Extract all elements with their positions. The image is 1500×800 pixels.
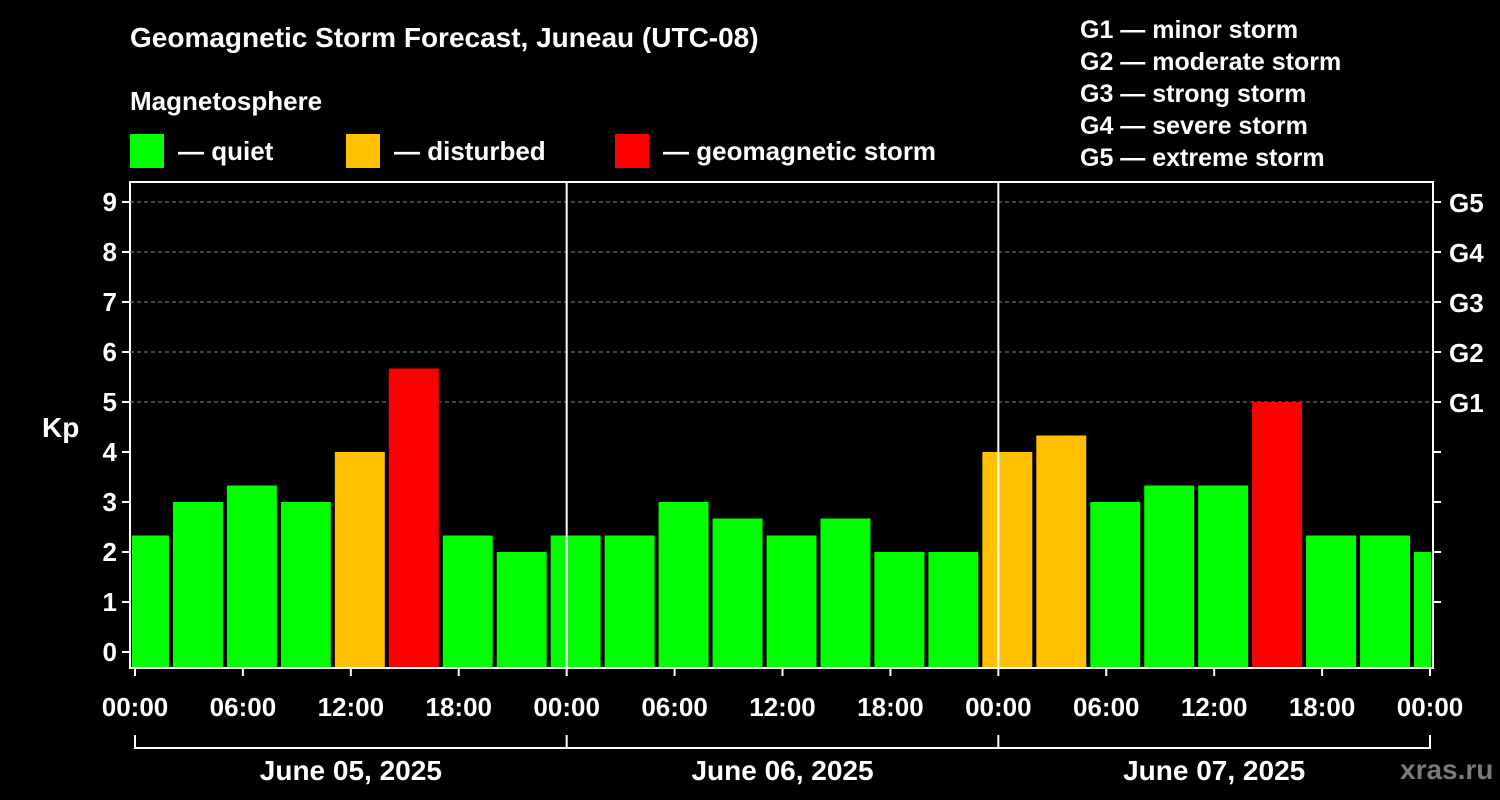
legend-swatch-storm <box>615 134 649 168</box>
y-tick-label: 2 <box>103 537 117 567</box>
kp-bar-13 <box>820 518 871 667</box>
kp-bar-7 <box>496 552 547 667</box>
storm-scale-g1: G1 — minor storm <box>1080 16 1299 44</box>
chart-title: Geomagnetic Storm Forecast, Juneau (UTC-… <box>130 22 759 53</box>
y-tick-label: 0 <box>103 637 117 667</box>
legend-swatch-quiet <box>130 134 164 168</box>
x-tick-label: 18:00 <box>857 692 924 722</box>
watermark: xras.ru <box>1400 754 1494 785</box>
y-tick-label: 8 <box>103 237 117 267</box>
g-scale-label-g5: G5 <box>1449 188 1484 218</box>
kp-bar-24 <box>1414 552 1431 667</box>
legend-label-storm: — geomagnetic storm <box>663 135 937 166</box>
legend-item-disturbed: — disturbed <box>346 134 546 168</box>
x-tick-label: 06:00 <box>641 692 708 722</box>
kp-bar-2 <box>226 485 277 667</box>
y-tick-label: 4 <box>103 437 118 467</box>
x-tick-label: 00:00 <box>533 692 600 722</box>
kp-bar-6 <box>442 535 493 667</box>
kp-bar-4 <box>334 452 385 667</box>
legend-item-storm: — geomagnetic storm <box>615 134 936 168</box>
kp-bar-19 <box>1144 485 1195 667</box>
kp-bar-1 <box>172 502 223 667</box>
legend-label-quiet: — quiet <box>178 135 274 166</box>
kp-bar-16 <box>982 452 1033 667</box>
kp-bar-17 <box>1036 435 1087 667</box>
kp-bar-5 <box>388 368 439 667</box>
legend-label-disturbed: — disturbed <box>394 135 546 166</box>
y-tick-label: 7 <box>103 287 117 317</box>
kp-bar-9 <box>604 535 655 667</box>
y-tick-label: 1 <box>103 587 117 617</box>
kp-bar-11 <box>712 518 763 667</box>
legend-swatch-disturbed <box>346 134 380 168</box>
g-scale-label-g4: G4 <box>1449 238 1484 268</box>
x-tick-label: 18:00 <box>1289 692 1356 722</box>
kp-bar-10 <box>658 502 709 667</box>
storm-scale-g4: G4 — severe storm <box>1080 112 1308 140</box>
kp-bar-15 <box>928 552 979 667</box>
x-tick-label: 12:00 <box>1181 692 1248 722</box>
kp-bar-21 <box>1252 402 1303 667</box>
x-tick-label: 00:00 <box>965 692 1032 722</box>
x-tick-label: 12:00 <box>749 692 816 722</box>
kp-bar-8 <box>550 535 601 667</box>
kp-bar-20 <box>1198 485 1249 667</box>
y-tick-label: 9 <box>103 187 117 217</box>
storm-scale-legend: G1 — minor storm G2 — moderate storm G3 … <box>1080 14 1341 174</box>
storm-scale-g3: G3 — strong storm <box>1080 80 1307 108</box>
legend-item-quiet: — quiet <box>130 134 273 168</box>
kp-bar-0 <box>132 535 169 667</box>
x-tick-label: 12:00 <box>318 692 385 722</box>
g-scale-label-g2: G2 <box>1449 338 1484 368</box>
x-tick-label: 18:00 <box>426 692 493 722</box>
legend-heading: Magnetosphere <box>130 86 323 116</box>
storm-scale-g2: G2 — moderate storm <box>1080 48 1342 76</box>
g-scale-label-g1: G1 <box>1449 388 1484 418</box>
day-label: June 06, 2025 <box>691 755 873 786</box>
x-tick-label: 06:00 <box>1073 692 1140 722</box>
x-tick-label: 06:00 <box>210 692 277 722</box>
y-tick-label: 6 <box>103 337 117 367</box>
day-label: June 05, 2025 <box>260 755 442 786</box>
y-axis-title: Kp <box>42 412 79 443</box>
g-scale-label-g3: G3 <box>1449 288 1484 318</box>
y-tick-label: 3 <box>103 487 117 517</box>
y-tick-label: 5 <box>103 387 117 417</box>
kp-bar-12 <box>766 535 817 667</box>
kp-bar-14 <box>874 552 925 667</box>
x-tick-label: 00:00 <box>1397 692 1464 722</box>
storm-scale-g5: G5 — extreme storm <box>1080 144 1325 172</box>
kp-bar-22 <box>1306 535 1357 667</box>
day-label: June 07, 2025 <box>1123 755 1305 786</box>
kp-bar-18 <box>1090 502 1141 667</box>
kp-bar-3 <box>280 502 331 667</box>
kp-bar-23 <box>1360 535 1411 667</box>
x-tick-label: 00:00 <box>102 692 169 722</box>
